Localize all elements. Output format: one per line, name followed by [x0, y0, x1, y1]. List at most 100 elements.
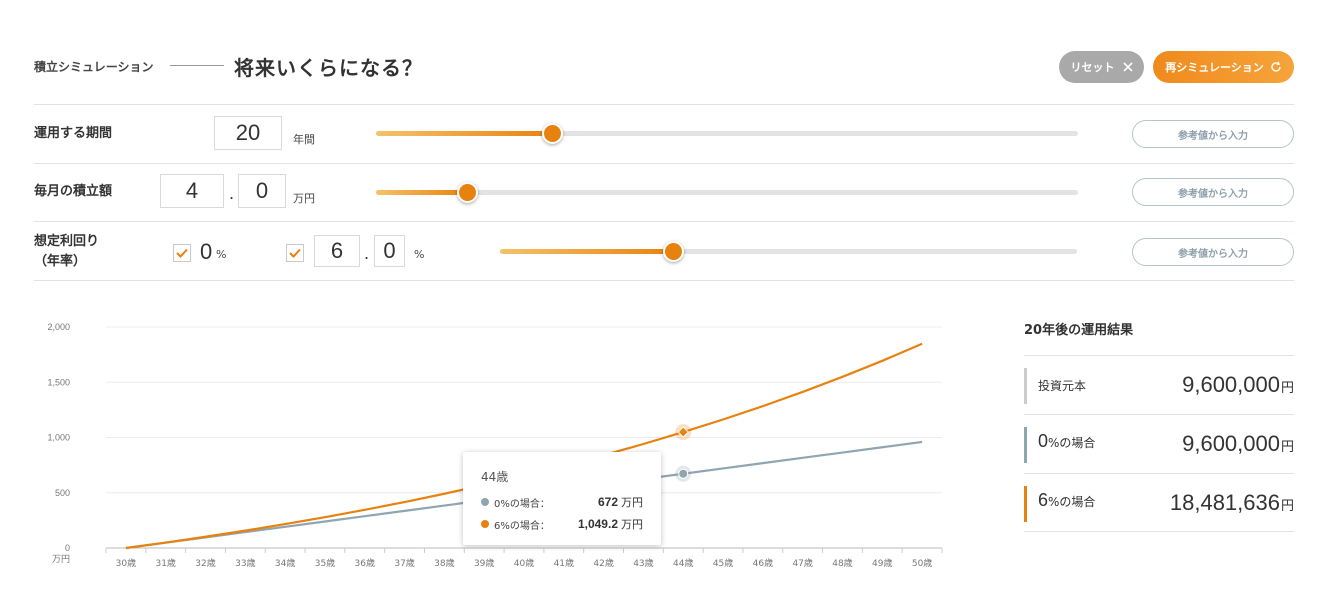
monthly-slider-fill [376, 190, 468, 195]
tooltip-series-value: 1,049.2 [577, 517, 618, 531]
monthly-ref-button[interactable]: 参考値から入力 [1132, 178, 1294, 206]
x-tick-label: 40歳 [514, 557, 534, 569]
refresh-icon [1270, 61, 1282, 73]
monthly-slider-handle[interactable] [457, 182, 479, 203]
y-tick-label: 2,000 [47, 322, 70, 332]
period-slider[interactable] [376, 123, 1078, 144]
yield-custom-unit: % [414, 248, 425, 261]
result-amount: 9,600,000 [1182, 431, 1280, 456]
tooltip-marker-6pct [481, 520, 489, 528]
result-label: 6%の場合 [1038, 490, 1095, 511]
result-amount: 18,481,636 [1169, 490, 1280, 515]
x-tick-label: 41歳 [554, 557, 574, 569]
tooltip-row-6pct: 6%の場合： 1,049.2 万円 [481, 516, 643, 532]
x-tick-label: 31歳 [155, 557, 175, 569]
monthly-label: 毎月の積立額 [34, 184, 113, 199]
period-row: 運用する期間 20 年間 参考値から入力 [34, 104, 1294, 163]
reset-button[interactable]: リセット [1059, 51, 1144, 83]
chart-tooltip: 44歳 0%の場合： 672 万円 6%の場合： 1,049.2 万円 [463, 452, 661, 545]
yield-slider-handle[interactable] [663, 241, 685, 262]
result-yen: 円 [1280, 380, 1294, 395]
period-ref-button[interactable]: 参考値から入力 [1132, 120, 1294, 148]
result-label-suffix: %の場合 [1048, 495, 1096, 509]
yield-slider-fill [500, 249, 674, 254]
result-value: 18,481,636円 [1170, 490, 1294, 516]
header: 積立シミュレーション 将来いくらになる？ リセット 再シミュレーション [34, 40, 1294, 100]
tooltip-series-name: 0%の場合： [494, 498, 550, 510]
yield-label-line1: 想定利回り [34, 234, 100, 249]
page-title: 将来いくらになる？ [234, 56, 423, 80]
x-tick-label: 35歳 [315, 557, 335, 569]
result-yen: 円 [1280, 439, 1294, 454]
result-row-principal: 投資元本 9,600,000円 [1024, 355, 1294, 414]
tooltip-series-name: 6%の場合： [494, 520, 550, 532]
y-unit-label: 万円 [52, 554, 70, 565]
result-pct: 6 [1038, 490, 1049, 510]
yield-0-value: 0 [200, 239, 213, 264]
x-tick-label: 49歳 [872, 557, 892, 569]
yield-slider[interactable] [500, 241, 1077, 262]
yield-int-input[interactable]: 6 [314, 235, 360, 267]
period-slider-handle[interactable] [541, 123, 563, 144]
monthly-slider[interactable] [376, 182, 1078, 203]
result-row-0pct: 0%の場合 9,600,000円 [1024, 414, 1294, 473]
yield-row: 想定利回り （年率） 0 % 6 . 0 % 参考値から入力 [34, 221, 1294, 281]
x-tick-label: 32歳 [195, 557, 215, 569]
result-pct: 0 [1038, 431, 1049, 451]
result-label: 0%の場合 [1038, 431, 1095, 452]
period-input[interactable]: 20 [214, 116, 282, 150]
tooltip-series-unit: 万円 [621, 518, 643, 531]
x-tick-label: 43歳 [633, 557, 653, 569]
period-unit: 年間 [293, 133, 315, 146]
x-tick-label: 47歳 [792, 557, 812, 569]
result-bar [1024, 368, 1027, 404]
result-row-6pct: 6%の場合 18,481,636円 [1024, 473, 1294, 532]
tooltip-row-0pct: 0%の場合： 672 万円 [481, 494, 643, 510]
yield-dec-input[interactable]: 0 [374, 235, 405, 267]
result-value: 9,600,000円 [1182, 372, 1294, 398]
x-tick-label: 48歳 [832, 557, 852, 569]
result-value: 9,600,000円 [1182, 431, 1294, 457]
x-tick-label: 50歳 [912, 557, 932, 569]
yield-0-checkbox[interactable] [173, 244, 191, 262]
y-tick-label: 500 [55, 488, 70, 498]
x-tick-label: 37歳 [394, 557, 414, 569]
result-yen: 円 [1280, 498, 1294, 513]
monthly-int-input[interactable]: 4 [160, 174, 224, 208]
x-tick-label: 34歳 [275, 557, 295, 569]
tooltip-age: 44歳 [481, 470, 509, 484]
title-divider [170, 65, 224, 66]
x-tick-label: 36歳 [355, 557, 375, 569]
x-tick-label: 38歳 [434, 557, 454, 569]
result-bar [1024, 486, 1027, 522]
brand-label: 積立シミュレーション [34, 60, 154, 74]
x-tick-label: 42歳 [593, 557, 613, 569]
highlight-point [678, 468, 689, 479]
result-amount: 9,600,000 [1182, 372, 1280, 397]
y-tick-label: 1,500 [47, 377, 70, 387]
result-label-suffix: %の場合 [1048, 436, 1096, 450]
highlight-point [677, 426, 689, 438]
check-icon [289, 248, 301, 258]
result-label: 投資元本 [1038, 377, 1086, 394]
tooltip-marker-0pct [481, 498, 489, 506]
decimal-point: . [364, 244, 370, 263]
resimulate-button[interactable]: 再シミュレーション [1153, 51, 1294, 83]
reset-label: リセット [1070, 61, 1115, 74]
monthly-dec-input[interactable]: 0 [238, 174, 286, 208]
period-slider-fill [376, 131, 552, 136]
yield-custom-checkbox[interactable] [286, 244, 304, 262]
y-tick-label: 0 [65, 543, 70, 553]
x-tick-label: 39歳 [474, 557, 494, 569]
x-tick-label: 46歳 [753, 557, 773, 569]
result-label-text: 投資元本 [1038, 379, 1087, 393]
tooltip-series-value: 672 [597, 495, 618, 509]
period-label: 運用する期間 [34, 126, 113, 141]
x-tick-label: 45歳 [713, 557, 733, 569]
x-tick-label: 33歳 [235, 557, 255, 569]
resimulate-label: 再シミュレーション [1165, 61, 1264, 74]
y-tick-label: 1,000 [47, 433, 70, 443]
results-title: 20年後の運用結果 [1024, 323, 1134, 338]
monthly-row: 毎月の積立額 4 . 0 万円 参考値から入力 [34, 163, 1294, 221]
yield-ref-button[interactable]: 参考値から入力 [1132, 238, 1294, 266]
